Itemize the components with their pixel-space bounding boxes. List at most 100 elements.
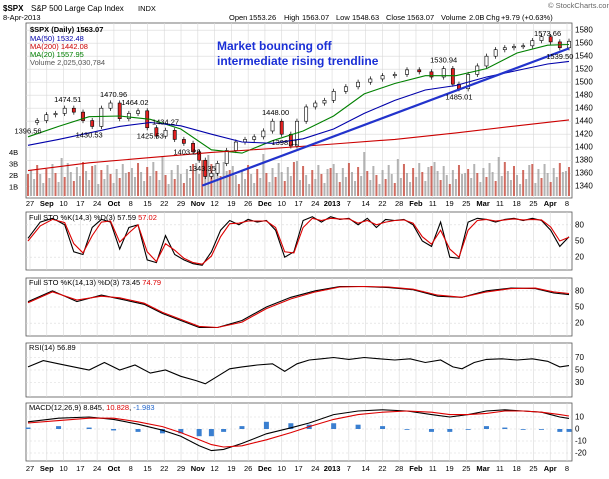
- volume-bar: [317, 165, 320, 196]
- date-tick-label-bottom: 8: [129, 464, 133, 473]
- date-tick-label: Apr: [544, 199, 557, 208]
- volume-bar: [170, 170, 173, 196]
- volume-value: 2.0B: [469, 13, 484, 22]
- volume-bar: [247, 165, 250, 196]
- sto2-prefix: Full STO %K(14,13) %D(3): [29, 278, 120, 287]
- date-tick-label-bottom: 29: [177, 464, 185, 473]
- volume-bar: [33, 179, 36, 196]
- price-candle: [441, 68, 446, 78]
- date-tick-label-bottom: 24: [93, 464, 101, 473]
- price-candle: [417, 69, 422, 73]
- volume-bar: [250, 174, 253, 196]
- macd-hist-bar: [25, 427, 31, 429]
- volume-bar: [476, 173, 479, 196]
- volume-bar: [503, 162, 506, 196]
- macd-hist-bar: [428, 429, 434, 432]
- volume-bar: [402, 164, 405, 196]
- volume-bar: [561, 172, 564, 196]
- price-candle: [44, 114, 49, 121]
- date-tick-label: 29: [177, 199, 185, 208]
- volume-bar: [30, 170, 33, 196]
- date-tick-label: 27: [26, 199, 34, 208]
- volume-bar: [509, 180, 512, 196]
- volume-bar: [280, 172, 283, 196]
- volume-bar: [289, 176, 292, 196]
- date-tick-label-bottom: 18: [512, 464, 520, 473]
- volume-bar: [277, 163, 280, 196]
- volume-bar: [350, 172, 353, 196]
- price-tick-label: 1460: [575, 104, 593, 113]
- volume-bar: [412, 168, 415, 196]
- date-tick-label: 8: [565, 199, 569, 208]
- date-tick-label: 11: [496, 199, 504, 208]
- volume-bar: [479, 182, 482, 196]
- volume-bar: [274, 177, 277, 196]
- volume-bar: [525, 179, 528, 196]
- low-value: 1548.63: [352, 13, 379, 22]
- date-tick-label-bottom: 26: [244, 464, 252, 473]
- sto1-k: 57.59: [117, 213, 136, 222]
- macd-histogram: [25, 421, 572, 437]
- volume-bar: [39, 174, 42, 196]
- volume-bar: [97, 184, 100, 196]
- price-tick-label: 1540: [575, 52, 593, 61]
- volume-bar: [467, 169, 470, 196]
- volume-bar: [360, 176, 363, 196]
- macd-value: 8.845: [83, 403, 102, 412]
- annotation-line1: Market bouncing off: [217, 39, 333, 53]
- price-candle: [90, 120, 95, 127]
- price-candle: [429, 71, 434, 78]
- price-candle: [392, 74, 397, 77]
- volume-bar: [216, 167, 219, 196]
- date-tick-label: 7: [347, 199, 351, 208]
- volume-bar: [207, 155, 210, 196]
- price-tick-label: 1500: [575, 78, 593, 87]
- volume-bar: [537, 169, 540, 196]
- price-label: 1403.28: [173, 147, 200, 156]
- date-tick-label-bottom: 17: [294, 464, 302, 473]
- annotation-line2: intermediate rising trendline: [217, 54, 379, 68]
- volume-bar: [488, 163, 491, 196]
- price-candle: [224, 150, 229, 164]
- volume-bar: [225, 171, 228, 196]
- volume-bar: [231, 166, 234, 196]
- price-pane: [25, 22, 573, 199]
- price-candle: [62, 107, 67, 114]
- close-label: Close: [386, 13, 405, 22]
- volume-bar: [457, 165, 460, 196]
- volume-bar: [219, 176, 222, 196]
- volume-bar: [363, 152, 366, 196]
- date-tick-label-bottom: Sep: [40, 464, 54, 473]
- legend-ma200: MA(200) 1442.08: [30, 42, 88, 51]
- date-tick-label-bottom: 22: [160, 464, 168, 473]
- legend-price: $SPX (Daily) 1563.07: [30, 25, 103, 34]
- price-tick-label: 1400: [575, 143, 593, 152]
- price-candle: [81, 111, 85, 121]
- macd-hist-bar: [288, 423, 294, 429]
- volume-bar: [564, 171, 567, 196]
- price-candle: [117, 102, 122, 119]
- volume-bar: [314, 179, 317, 196]
- date-tick-label: 19: [445, 199, 453, 208]
- volume-bar: [311, 170, 314, 196]
- volume-bar: [82, 162, 85, 196]
- indicator-tick-label: 50: [575, 303, 584, 312]
- date-tick-label: 25: [462, 199, 470, 208]
- volume-bar: [158, 180, 161, 196]
- date-tick-label: 22: [160, 199, 168, 208]
- date-tick-label: Oct: [108, 199, 121, 208]
- date-tick-label-bottom: 7: [347, 464, 351, 473]
- price-candle: [530, 40, 535, 47]
- date-tick-label: 26: [244, 199, 252, 208]
- volume-bar: [256, 169, 259, 196]
- price-label: 1470.96: [100, 90, 127, 99]
- volume-bar: [188, 178, 191, 196]
- volume-bars: [27, 152, 570, 196]
- price-label: 1448.00: [262, 108, 289, 117]
- volume-bar: [341, 168, 344, 196]
- volume-bar: [451, 170, 454, 196]
- volume-bar: [448, 184, 451, 196]
- date-tick-label: 28: [395, 199, 403, 208]
- price-candle: [270, 120, 275, 132]
- volume-bar: [262, 154, 265, 196]
